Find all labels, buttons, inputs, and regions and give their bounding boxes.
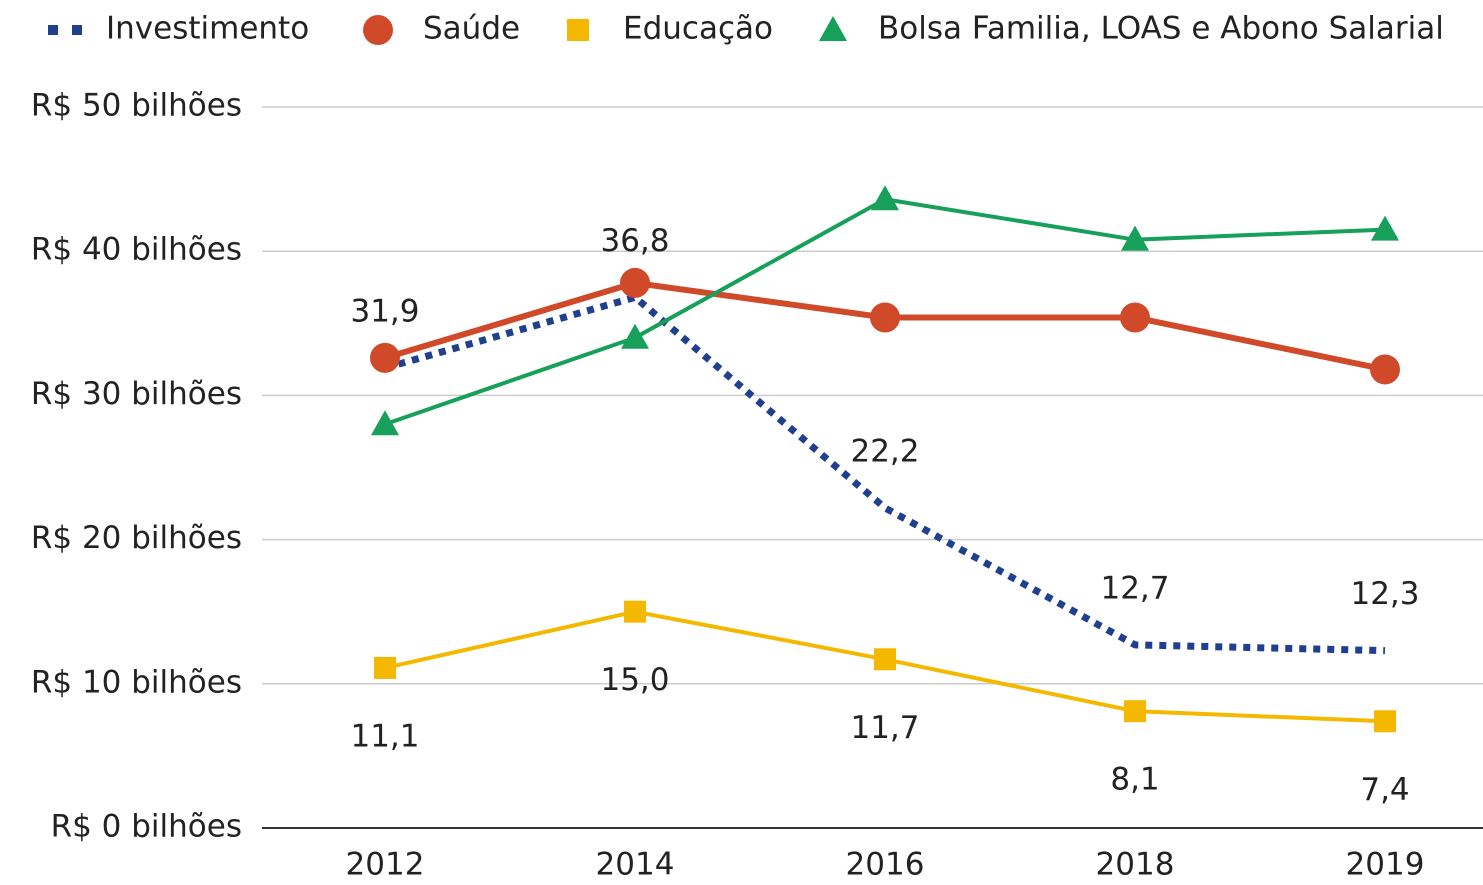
point <box>1124 700 1146 723</box>
value-label: 11,1 <box>350 718 419 754</box>
point <box>620 267 650 298</box>
y-tick-label: R$ 10 bilhões <box>31 664 242 700</box>
y-tick-label: R$ 0 bilhões <box>51 809 242 845</box>
point <box>621 323 649 349</box>
point <box>370 342 400 373</box>
value-label: 8,1 <box>1110 762 1159 798</box>
x-tick-label: 2016 <box>846 847 925 883</box>
legend-label: Investimento <box>106 11 309 47</box>
point <box>1370 354 1400 385</box>
x-tick-label: 2014 <box>596 847 675 883</box>
point <box>374 656 396 679</box>
point <box>870 302 900 333</box>
point <box>1371 215 1399 241</box>
legend-swatch <box>567 19 589 41</box>
legend-label: Saúde <box>423 11 520 47</box>
point <box>874 648 896 671</box>
legend-label: Educação <box>623 11 773 47</box>
legend-label: Bolsa Familia, LOAS e Abono Salarial <box>878 11 1444 47</box>
point <box>371 410 399 436</box>
legend-swatch <box>363 15 393 45</box>
value-label: 11,7 <box>850 710 919 746</box>
point <box>624 600 646 623</box>
value-label: 12,3 <box>1350 576 1419 612</box>
value-label: 22,2 <box>850 433 919 469</box>
point <box>871 185 899 211</box>
value-label: 36,8 <box>600 223 669 259</box>
legend-swatch <box>72 25 82 35</box>
y-tick-label: R$ 30 bilhões <box>31 376 242 412</box>
point <box>1121 225 1149 251</box>
value-label: 31,9 <box>350 294 419 330</box>
y-tick-label: R$ 20 bilhões <box>31 520 242 556</box>
point <box>1120 302 1150 333</box>
series-line <box>384 293 1386 655</box>
x-tick-label: 2018 <box>1096 847 1175 883</box>
value-label: 7,4 <box>1360 772 1409 808</box>
legend-swatch <box>819 16 847 41</box>
y-tick-label: R$ 50 bilhões <box>31 88 242 124</box>
x-tick-label: 2019 <box>1346 847 1425 883</box>
point <box>1374 710 1396 733</box>
legend-swatch <box>48 25 58 35</box>
y-tick-label: R$ 40 bilhões <box>31 232 242 268</box>
value-label: 15,0 <box>600 662 669 698</box>
value-label: 12,7 <box>1100 570 1169 606</box>
x-tick-label: 2012 <box>346 847 425 883</box>
